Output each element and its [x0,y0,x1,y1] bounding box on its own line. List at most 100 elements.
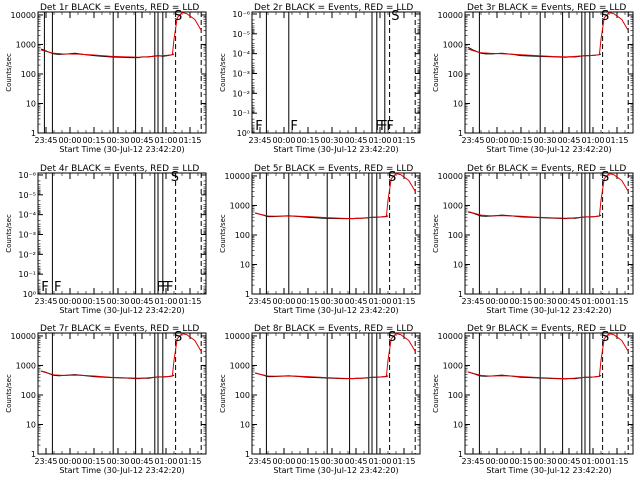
y-tick-label: 10000 [225,172,250,181]
series-lld-line [41,12,202,58]
marker-s: S [601,330,609,345]
y-tick-label: 10 [240,260,250,269]
series-lld-line [468,12,629,58]
y-tick-label: 1 [245,290,250,299]
panel-title: Det 7r BLACK = Events, RED = LLD [40,324,199,334]
y-tick-label: 1 [458,290,463,299]
x-tick-label: 01:15 [178,136,201,145]
y-tick-label: 1000 [16,361,36,370]
y-axis-label: Counts/sec [432,374,440,413]
y-tick-label: 10000 [438,332,463,341]
panel-title: Det 6r BLACK = Events, RED = LLD [467,164,626,174]
x-tick-label: 00:15 [82,457,105,466]
y-tick-label: 10⁻⁶ [18,171,36,180]
x-axis-label: Start Time (30-Jul-12 23:42:20) [486,466,611,475]
detector-panel-8: Det 8r BLACK = Events, RED = LLD 1 10 100 10… [219,324,421,475]
x-tick-label: 00:45 [344,297,367,306]
x-tick-label: 00:30 [320,136,343,145]
marker-s: S [601,9,609,24]
plot-frame [464,11,634,134]
y-axis-label: Counts/sec [5,374,13,413]
series-lld-line [468,333,629,380]
x-tick-label: 00:45 [557,297,580,306]
y-tick-label: 1 [31,129,36,138]
detector-panel-2: Det 2r BLACK = Events, RED = LLD 10⁻⁶ 10⁻⁵… [219,3,421,154]
x-tick-label: 00:15 [296,297,319,306]
series-lld-line [41,333,202,379]
panel-title: Det 2r BLACK = Events, RED = LLD [254,3,413,13]
detector-panel-4: Det 4r BLACK = Events, RED = LLD 10⁻⁶ 10⁻⁵… [5,164,207,315]
y-axis-label: Counts/sec [432,214,440,253]
marker-f: F [166,280,173,295]
x-tick-label: 01:00 [154,297,177,306]
x-tick-label: 00:15 [296,457,319,466]
series-lld-line [468,173,629,219]
marker-s: S [391,9,399,24]
plot-frame [251,332,421,455]
y-tick-label: 10 [453,260,463,269]
x-tick-label: 23:45 [461,136,484,145]
y-tick-label: 100 [448,70,463,79]
x-tick-label: 00:30 [320,297,343,306]
x-tick-label: 01:00 [154,136,177,145]
y-tick-label: 10⁻⁴ [18,211,36,220]
y-axis-label: Counts/sec [432,53,440,92]
y-tick-label: 1 [458,129,463,138]
marker-f: F [41,280,48,295]
y-tick-label: 1 [245,450,250,459]
y-tick-label: 10⁰ [23,290,36,299]
y-tick-label: 10⁻² [232,89,250,98]
marker-f: F [54,280,61,295]
detector-panel-7: Det 7r BLACK = Events, RED = LLD 1 10 100 10… [5,324,207,475]
marker-s: S [174,9,182,24]
panel-title: Det 3r BLACK = Events, RED = LLD [467,3,626,13]
detector-panel-5: Det 5r BLACK = Events, RED = LLD 1 10 100 10… [219,164,421,315]
y-axis-label: Counts/sec [219,214,227,253]
detector-panel-6: Det 6r BLACK = Events, RED = LLD 1 10 100 10… [432,164,634,315]
y-tick-label: 10 [240,420,250,429]
x-axis-label: Start Time (30-Jul-12 23:42:20) [273,466,398,475]
plot-frame [251,172,421,295]
x-tick-label: 01:15 [605,136,628,145]
y-tick-label: 10⁻³ [18,230,36,239]
detector-panel-3: Det 3r BLACK = Events, RED = LLD 1 10 100 10… [432,3,634,154]
x-tick-label: 00:15 [82,297,105,306]
marker-f: F [386,119,393,134]
x-tick-label: 00:00 [58,136,81,145]
x-tick-label: 01:15 [178,297,201,306]
x-tick-label: 01:00 [581,136,604,145]
x-tick-label: 01:15 [392,297,415,306]
y-tick-label: 100 [235,391,250,400]
panel-title: Det 9r BLACK = Events, RED = LLD [467,324,626,334]
panel-title: Det 8r BLACK = Events, RED = LLD [254,324,413,334]
x-tick-label: 00:45 [557,136,580,145]
y-tick-label: 100 [21,70,36,79]
plot-frame [37,11,207,134]
y-tick-label: 1000 [230,201,250,210]
marker-f: F [255,119,262,134]
x-tick-label: 23:45 [248,136,271,145]
x-tick-label: 01:15 [605,297,628,306]
x-tick-label: 01:15 [392,136,415,145]
x-tick-label: 23:45 [248,297,271,306]
y-axis-label: Counts/sec [5,53,13,92]
x-tick-label: 00:15 [82,136,105,145]
x-tick-label: 00:00 [272,297,295,306]
x-tick-label: 00:30 [320,457,343,466]
x-tick-label: 00:30 [106,297,129,306]
x-tick-label: 01:15 [178,457,201,466]
y-tick-label: 10⁻⁶ [232,10,250,19]
y-tick-label: 100 [448,391,463,400]
marker-s: S [388,330,396,345]
x-tick-label: 23:45 [248,457,271,466]
x-tick-label: 00:00 [272,457,295,466]
marker-f: F [290,119,297,134]
y-tick-label: 10 [453,420,463,429]
y-tick-label: 10⁻⁵ [18,191,36,200]
marker-s: S [174,330,182,345]
plot-frame [251,11,421,134]
y-tick-label: 10 [453,99,463,108]
y-tick-label: 10⁻² [18,250,36,259]
panel-title: Det 5r BLACK = Events, RED = LLD [254,164,413,174]
